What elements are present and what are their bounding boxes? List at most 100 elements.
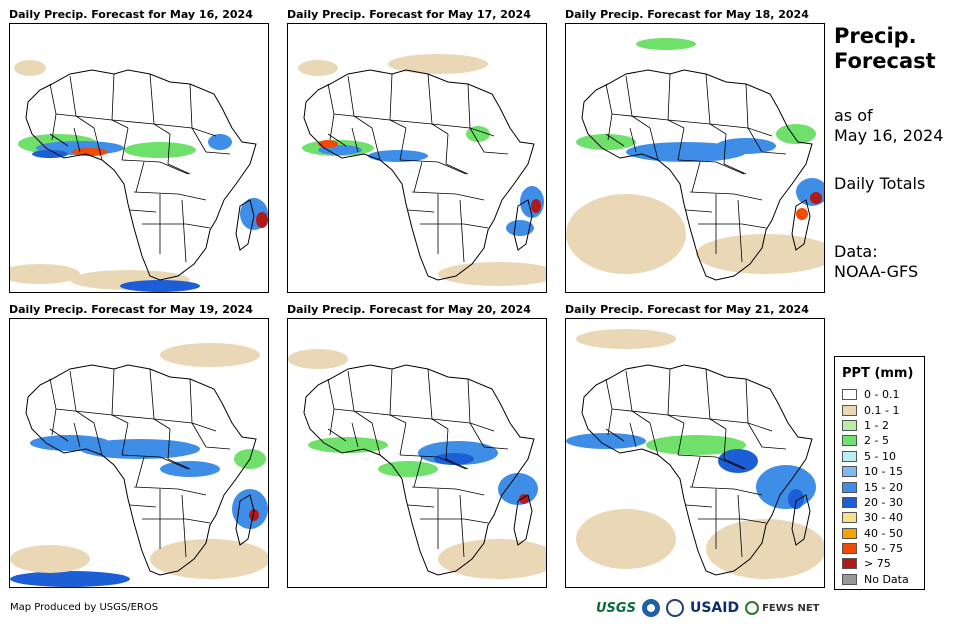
precip-area: [626, 142, 746, 162]
precip-area: [80, 439, 200, 459]
country-border: [411, 191, 485, 201]
legend-label: 20 - 30: [864, 495, 903, 509]
country-border: [93, 127, 103, 161]
country-border: [399, 454, 467, 470]
legend-swatch: [842, 404, 857, 416]
country-border: [347, 370, 373, 424]
precip-area: [566, 194, 686, 274]
precip-area: [576, 329, 676, 349]
coastline: [25, 69, 257, 281]
country-border: [413, 161, 423, 193]
precip-area: [810, 192, 822, 204]
credit-text: Map Produced by USGS/EROS: [10, 602, 159, 613]
map-svg: [10, 60, 268, 292]
country-border: [121, 127, 129, 161]
country-border: [625, 370, 651, 424]
legend-label: 15 - 20: [864, 480, 903, 494]
legend-item: 0 - 0.1: [842, 387, 924, 402]
legend-label: 30 - 40: [864, 511, 903, 525]
precip-area: [576, 509, 676, 569]
legend-item: 10 - 15: [842, 464, 924, 479]
country-border: [459, 199, 465, 263]
precip-area: [646, 435, 746, 455]
legend-swatch: [842, 450, 857, 462]
precip-area: [232, 489, 268, 529]
map-svg: [566, 329, 824, 579]
precip-area: [576, 134, 636, 150]
map-svg: [10, 343, 268, 587]
legend-item: 2 - 5: [842, 433, 924, 448]
precip-area: [10, 545, 90, 573]
country-border: [73, 127, 81, 153]
legend-swatch: [842, 543, 857, 555]
country-border: [459, 494, 465, 558]
map-svg: [288, 349, 546, 579]
legend-swatch: [842, 466, 857, 478]
map-svg: [566, 38, 824, 281]
country-border: [121, 159, 189, 175]
precip-map: [565, 318, 825, 588]
precip-area: [10, 571, 130, 587]
country-border: [167, 133, 191, 175]
map-title-line1: Precip.: [834, 24, 917, 48]
legend-item: 0.1 - 1: [842, 402, 924, 417]
country-border: [135, 456, 145, 488]
country-border: [111, 414, 155, 420]
country-border: [723, 133, 747, 175]
country-border: [181, 199, 187, 263]
map-title-line2: Forecast: [834, 49, 936, 73]
panel-title: Daily Precip. Forecast for May 17, 2024: [287, 8, 531, 21]
precip-map: [9, 23, 269, 293]
country-border: [49, 83, 57, 141]
country-border: [689, 486, 763, 496]
country-border: [667, 414, 711, 420]
country-border: [431, 418, 471, 424]
precip-map: [287, 318, 547, 588]
legend-label: 50 - 75: [864, 542, 903, 556]
precip-area: [32, 150, 68, 158]
country-border: [745, 378, 773, 432]
legend-swatch: [842, 435, 857, 447]
country-border: [327, 133, 347, 147]
precip-area: [519, 494, 529, 504]
globe-icon: [745, 601, 760, 615]
country-border: [467, 378, 495, 432]
legend-item: 40 - 50: [842, 526, 924, 541]
country-border: [111, 119, 155, 125]
country-border: [333, 408, 391, 416]
precip-area: [718, 449, 758, 473]
precip-area: [150, 539, 268, 579]
precip-area: [776, 124, 816, 144]
country-border: [399, 159, 467, 175]
legend-swatch: [842, 481, 857, 493]
country-border: [73, 422, 81, 448]
legend-item: 5 - 10: [842, 449, 924, 464]
precip-area: [434, 453, 474, 465]
country-border: [677, 454, 745, 470]
country-border: [121, 422, 129, 456]
country-border: [691, 456, 701, 488]
coastline: [303, 69, 535, 281]
country-border: [469, 422, 509, 450]
country-border: [389, 119, 433, 125]
precip-area: [208, 134, 232, 150]
as-of-label: as of: [834, 106, 873, 125]
legend-label: 10 - 15: [864, 465, 903, 479]
country-border: [747, 127, 787, 155]
usgs-logo: USGS: [596, 600, 636, 616]
country-border: [629, 422, 637, 448]
country-border: [698, 518, 767, 524]
country-border: [351, 422, 359, 448]
country-border: [709, 123, 749, 129]
legend-item: > 75: [842, 556, 924, 571]
map-svg: [298, 54, 546, 286]
country-border: [191, 422, 231, 450]
precip-area: [124, 142, 196, 158]
data-source: Data: NOAA-GFS: [834, 242, 918, 282]
precip-area: [249, 509, 259, 521]
country-border: [747, 422, 787, 450]
legend-item: 15 - 20: [842, 479, 924, 494]
country-border: [420, 223, 489, 229]
country-border: [605, 133, 625, 147]
country-border: [677, 422, 685, 456]
